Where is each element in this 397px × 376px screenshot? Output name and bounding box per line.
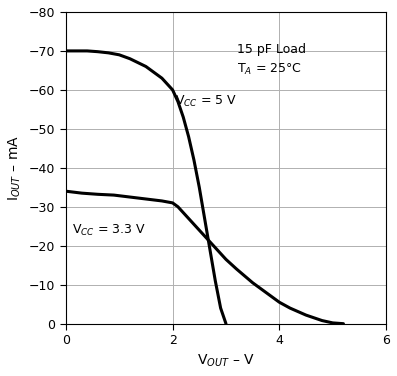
Text: 15 pF Load
T$_A$ = 25°C: 15 pF Load T$_A$ = 25°C xyxy=(237,43,306,77)
Text: V$_{CC}$ = 5 V: V$_{CC}$ = 5 V xyxy=(175,94,237,109)
Y-axis label: I$_{OUT}$ – mA: I$_{OUT}$ – mA xyxy=(7,135,23,201)
X-axis label: V$_{OUT}$ – V: V$_{OUT}$ – V xyxy=(197,353,255,369)
Text: V$_{CC}$ = 3.3 V: V$_{CC}$ = 3.3 V xyxy=(72,223,146,238)
